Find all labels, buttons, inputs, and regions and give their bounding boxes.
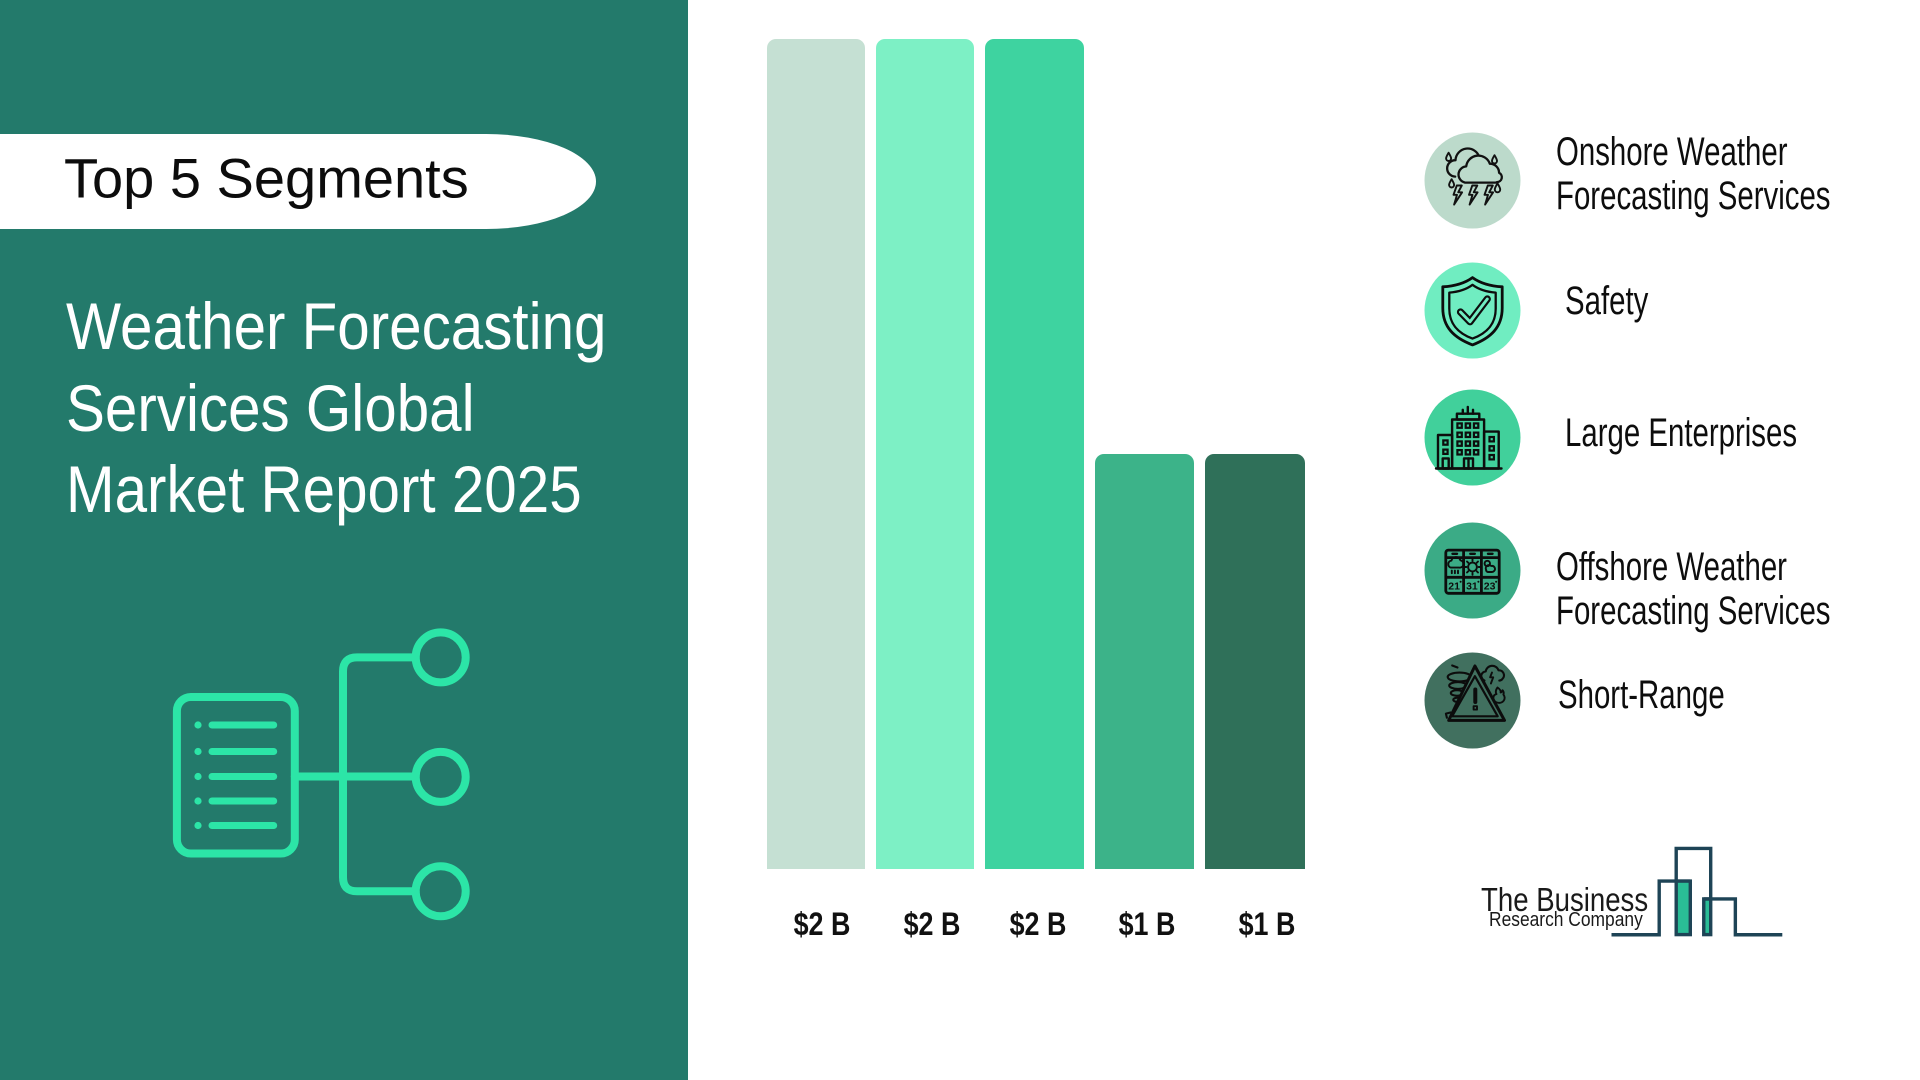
svg-text:23: 23 xyxy=(1484,580,1496,592)
svg-text:21: 21 xyxy=(1448,580,1460,592)
svg-text:31: 31 xyxy=(1466,580,1478,592)
